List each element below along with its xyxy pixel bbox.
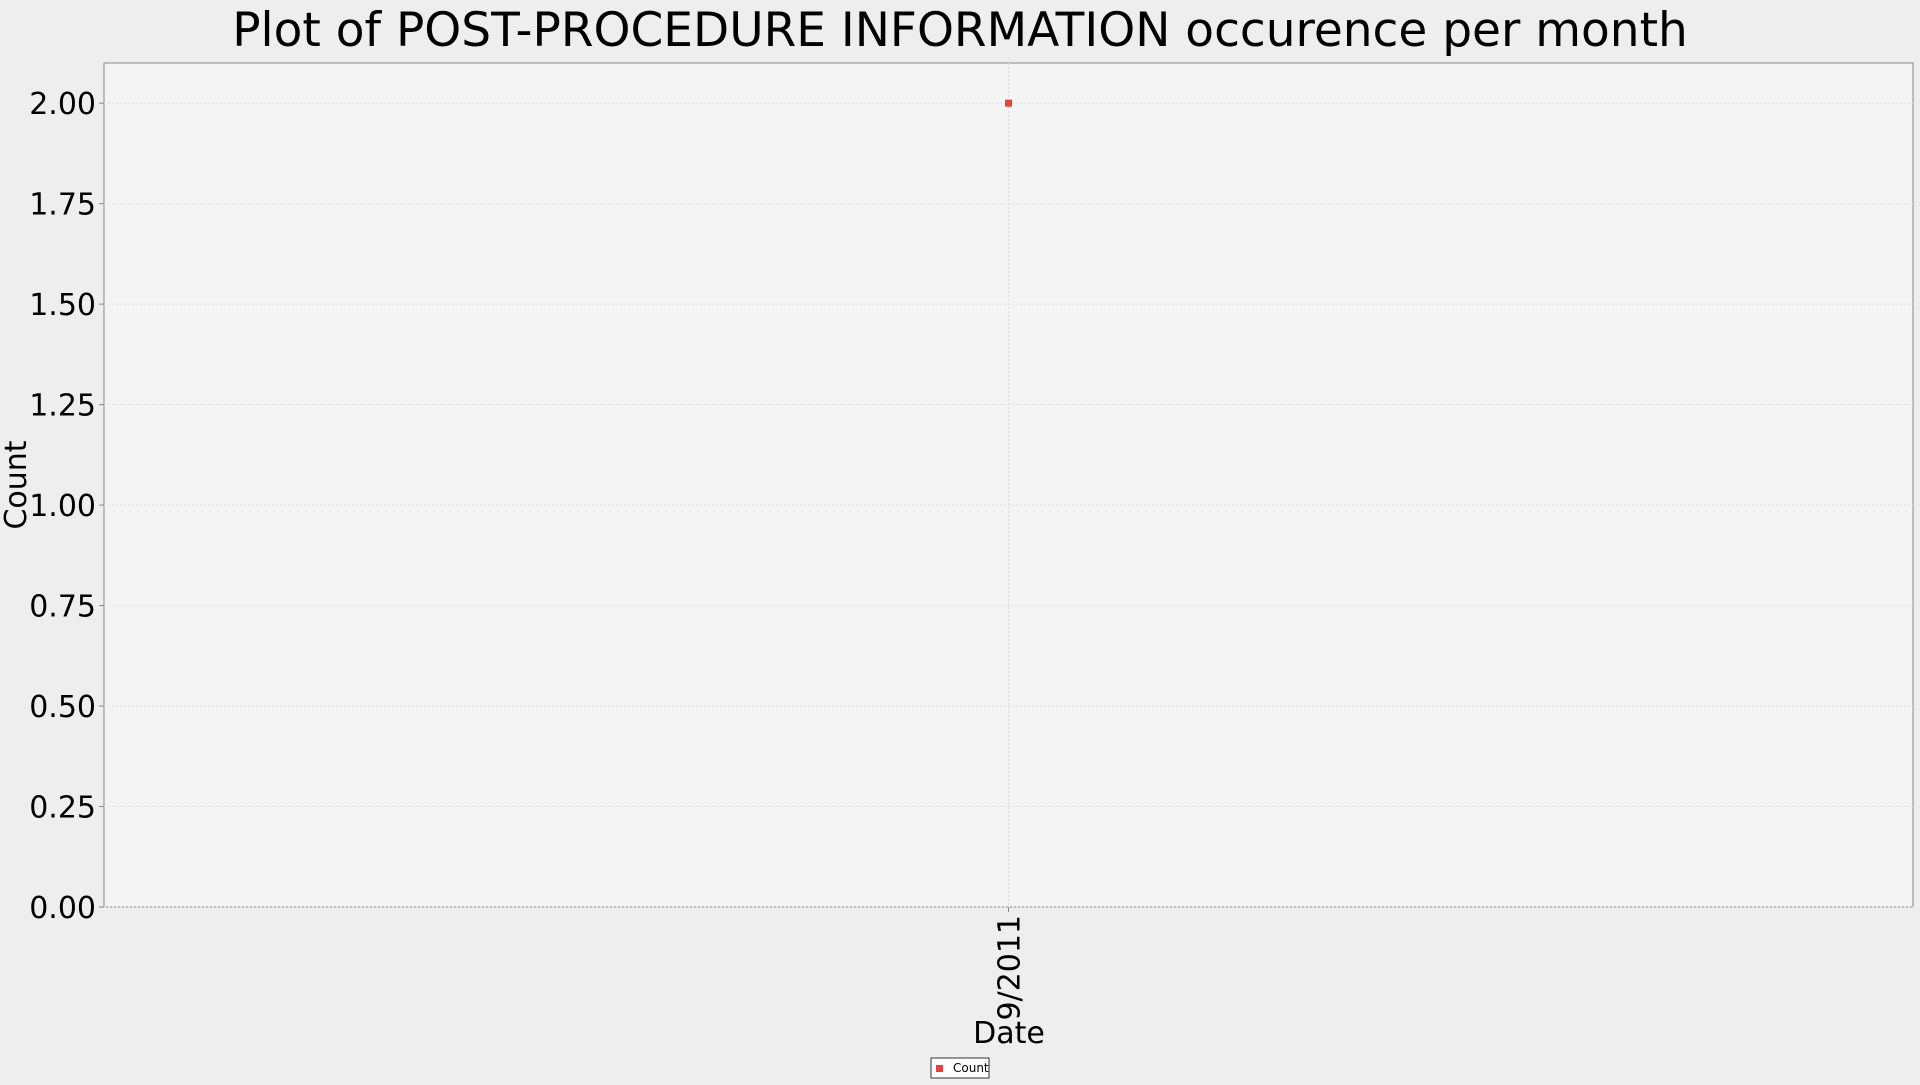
y-tick-label: 0.50 — [29, 690, 96, 725]
legend-box — [930, 1057, 990, 1079]
y-tick-label: 2.00 — [29, 87, 96, 122]
legend-marker — [936, 1065, 943, 1072]
y-tick-label: 1.75 — [29, 188, 96, 223]
y-tick-label: 1.50 — [29, 288, 96, 323]
y-axis-label: Count — [0, 440, 34, 529]
chart-title: Plot of POST-PROCEDURE INFORMATION occur… — [232, 3, 1688, 58]
y-tick-label: 1.00 — [29, 489, 96, 524]
legend: Count — [930, 1057, 990, 1079]
legend-entry-count: Count — [953, 1061, 989, 1075]
y-tick-label: 0.75 — [29, 590, 96, 625]
y-tick-label: 0.00 — [29, 891, 96, 926]
x-axis-ticks: 9/2011 — [993, 907, 1028, 1021]
data-points — [1005, 99, 1012, 107]
x-tick-label: 9/2011 — [993, 915, 1028, 1021]
y-axis-ticks: 0.00 0.25 0.50 0.75 1.00 1.25 1.50 1.75 2.00 — [29, 87, 104, 926]
y-tick-label: 0.25 — [29, 791, 96, 826]
y-tick-label: 1.25 — [29, 389, 96, 424]
data-point — [1005, 99, 1012, 107]
x-axis-label: Date — [973, 1016, 1045, 1051]
